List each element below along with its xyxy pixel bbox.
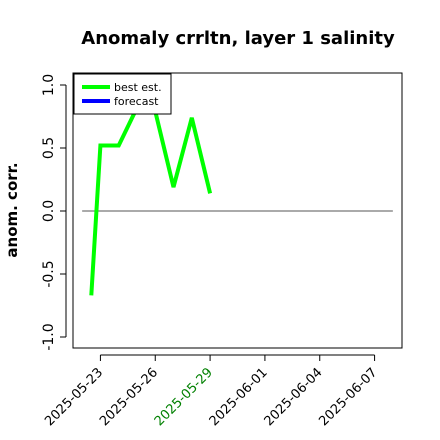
series-line-0 xyxy=(89,105,213,296)
y-tick-label: -1.0 xyxy=(41,323,57,350)
x-tick-label: 2025-06-07 xyxy=(316,365,380,429)
legend: best est. forecast xyxy=(73,73,172,115)
x-tick-label: 2025-05-23 xyxy=(42,365,106,429)
y-axis-label: anom. corr. xyxy=(3,162,21,257)
y-axis: -1.0 -0.5 0.0 0.5 1.0 xyxy=(41,74,67,351)
legend-label-forecast: forecast xyxy=(114,95,159,108)
series-layer xyxy=(89,105,213,296)
x-tick-label: 2025-05-26 xyxy=(97,365,161,429)
x-tick-label: 2025-06-01 xyxy=(207,365,271,429)
x-tick-label: 2025-06-04 xyxy=(262,365,326,429)
y-tick-label: 0.0 xyxy=(41,200,57,222)
y-tick-label: 1.0 xyxy=(41,74,57,96)
x-axis: 2025-05-232025-05-262025-05-292025-06-01… xyxy=(42,354,380,429)
chart-title: Anomaly crrltn, layer 1 salinity xyxy=(81,28,395,49)
x-tick-label: 2025-05-29 xyxy=(152,365,216,429)
plot-area-frame xyxy=(72,72,403,349)
y-tick-label: 0.5 xyxy=(41,137,57,159)
y-tick-label: -0.5 xyxy=(41,260,57,287)
legend-label-best-est: best est. xyxy=(114,81,162,94)
legend-box xyxy=(73,73,172,115)
